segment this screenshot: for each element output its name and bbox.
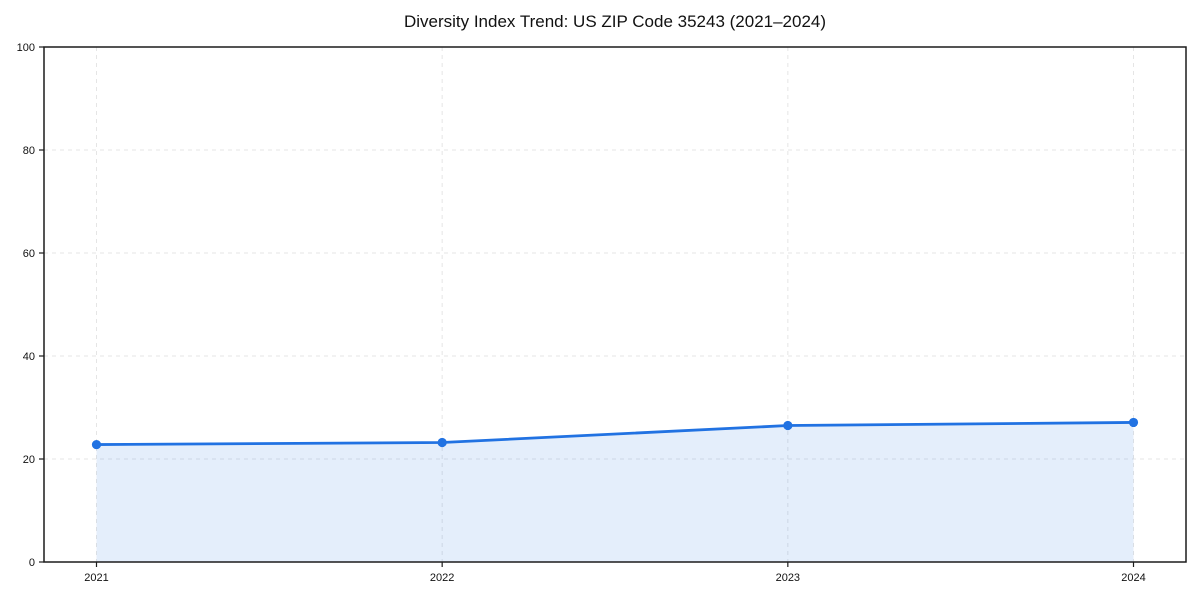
data-point-marker — [437, 437, 447, 448]
chart-title: Diversity Index Trend: US ZIP Code 35243… — [403, 12, 827, 31]
x-tick-label: 2021 — [84, 572, 108, 584]
y-tick-label: 20 — [23, 454, 35, 466]
y-tick-label: 60 — [23, 248, 35, 260]
axes-box — [43, 46, 1187, 563]
x-tick-label: 2024 — [1121, 572, 1145, 584]
y-tick-label: 100 — [17, 42, 35, 54]
data-point-marker — [1128, 417, 1139, 428]
y-tick-label: 0 — [29, 557, 35, 569]
x-tick-label: 2023 — [776, 572, 800, 584]
y-tick-label: 80 — [23, 145, 35, 157]
y-tick-label: 40 — [23, 351, 35, 363]
trend-line — [95, 421, 1135, 446]
x-tick-label: 2022 — [430, 572, 454, 584]
data-point-marker — [91, 439, 102, 450]
area-fill — [96, 422, 1134, 562]
data-point-marker — [783, 420, 793, 431]
